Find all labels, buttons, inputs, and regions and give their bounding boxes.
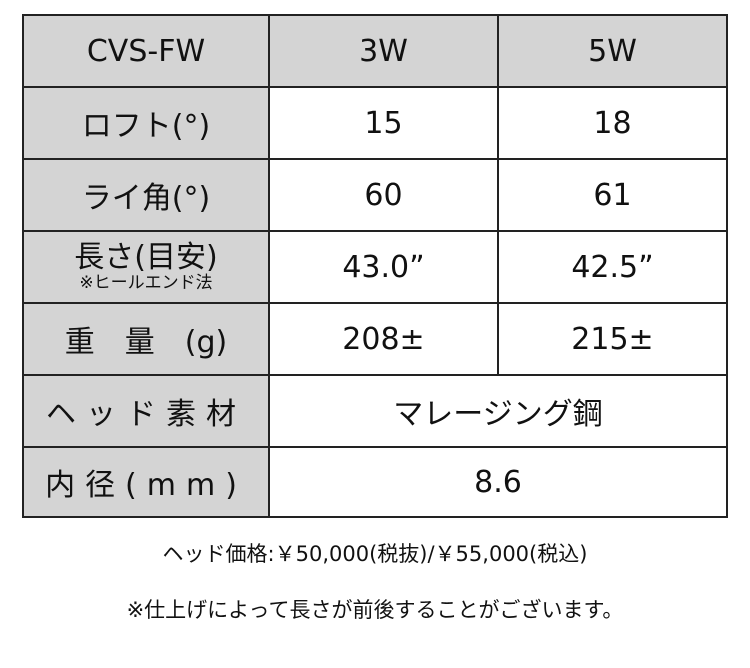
table-row: 内径(mm) 8.6 [22, 446, 728, 518]
row-label: ロフト(°) [22, 86, 270, 160]
cell-value: 42.5” [497, 230, 728, 304]
cell-value: 43.0” [268, 230, 499, 304]
cell-value: 61 [497, 158, 728, 232]
cell-value-merged: 8.6 [268, 446, 728, 518]
cell-value: 18 [497, 86, 728, 160]
spec-table: CVS-FW 3W 5W ロフト(°) 15 18 ライ角(°) 60 61 長… [22, 14, 728, 518]
cell-value: 208± [268, 302, 499, 376]
cell-value: 60 [268, 158, 499, 232]
header-model: CVS-FW [22, 14, 270, 88]
row-label: 内径(mm) [22, 446, 270, 518]
cell-value-merged: マレージング鋼 [268, 374, 728, 448]
table-row: 重 量 (g) 208± 215± [22, 302, 728, 376]
table-row: 長さ(目安) ※ヒールエンド法 43.0” 42.5” [22, 230, 728, 304]
header-3w: 3W [268, 14, 499, 88]
header-5w: 5W [497, 14, 728, 88]
cell-value: 215± [497, 302, 728, 376]
disclaimer-note: ※仕上げによって長さが前後することがございます。 [126, 598, 624, 622]
table-row: ライ角(°) 60 61 [22, 158, 728, 232]
row-label: ヘッド素材 [22, 374, 270, 448]
price-note: ヘッド価格:￥50,000(税抜)/￥55,000(税込) [162, 542, 588, 566]
row-label-cell: 長さ(目安) ※ヒールエンド法 [22, 230, 270, 304]
table-header-row: CVS-FW 3W 5W [22, 14, 728, 88]
row-sublabel: ※ヒールエンド法 [79, 273, 213, 293]
row-label: ライ角(°) [22, 158, 270, 232]
table-row: ヘッド素材 マレージング鋼 [22, 374, 728, 448]
row-label: 重 量 (g) [22, 302, 270, 376]
row-label: 長さ(目安) [74, 240, 218, 275]
cell-value: 15 [268, 86, 499, 160]
table-row: ロフト(°) 15 18 [22, 86, 728, 160]
